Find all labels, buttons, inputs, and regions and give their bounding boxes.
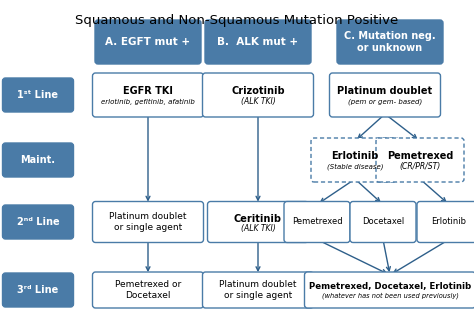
Text: Crizotinib: Crizotinib — [231, 86, 285, 96]
FancyBboxPatch shape — [304, 272, 474, 308]
FancyBboxPatch shape — [205, 20, 311, 64]
Text: 2ⁿᵈ Line: 2ⁿᵈ Line — [17, 217, 59, 227]
FancyBboxPatch shape — [208, 202, 309, 242]
FancyBboxPatch shape — [92, 272, 203, 308]
FancyBboxPatch shape — [337, 20, 443, 64]
FancyBboxPatch shape — [2, 205, 73, 239]
Text: C. Mutation neg.
or unknown: C. Mutation neg. or unknown — [344, 31, 436, 53]
Text: erlotinib, gefitinib, afatinib: erlotinib, gefitinib, afatinib — [101, 99, 195, 105]
Text: Pemetrexed, Docetaxel, Erlotinib: Pemetrexed, Docetaxel, Erlotinib — [309, 282, 471, 291]
FancyBboxPatch shape — [95, 20, 201, 64]
Text: Maint.: Maint. — [20, 155, 55, 165]
FancyBboxPatch shape — [202, 73, 313, 117]
FancyBboxPatch shape — [202, 272, 313, 308]
FancyBboxPatch shape — [350, 202, 416, 242]
FancyBboxPatch shape — [311, 138, 399, 182]
Text: (Stable disease): (Stable disease) — [327, 163, 383, 170]
Text: (CR/PR/ST): (CR/PR/ST) — [400, 162, 441, 171]
FancyBboxPatch shape — [284, 202, 350, 242]
Text: Ceritinib: Ceritinib — [234, 213, 282, 223]
FancyBboxPatch shape — [92, 202, 203, 242]
FancyBboxPatch shape — [376, 138, 464, 182]
Text: 3ʳᵈ Line: 3ʳᵈ Line — [18, 285, 59, 295]
Text: Pemetrexed: Pemetrexed — [387, 151, 453, 161]
Text: Platinum doublet
or single agent: Platinum doublet or single agent — [109, 212, 187, 232]
FancyBboxPatch shape — [2, 78, 73, 112]
Text: Platinum doublet: Platinum doublet — [337, 86, 433, 96]
Text: Erlotinib: Erlotinib — [431, 218, 466, 227]
FancyBboxPatch shape — [2, 143, 73, 177]
FancyBboxPatch shape — [92, 73, 203, 117]
FancyBboxPatch shape — [329, 73, 440, 117]
Text: (ALK TKI): (ALK TKI) — [241, 224, 275, 233]
Text: Docetaxel: Docetaxel — [362, 218, 404, 227]
Text: Erlotinib: Erlotinib — [331, 151, 379, 161]
Text: Pemetrexed or
Docetaxel: Pemetrexed or Docetaxel — [115, 280, 181, 300]
Text: (whatever has not been used previously): (whatever has not been used previously) — [321, 292, 458, 299]
Text: Squamous and Non-Squamous Mutation Positive: Squamous and Non-Squamous Mutation Posit… — [75, 14, 399, 27]
FancyBboxPatch shape — [2, 273, 73, 307]
FancyBboxPatch shape — [417, 202, 474, 242]
Text: Platinum doublet
or single agent: Platinum doublet or single agent — [219, 280, 297, 300]
Text: (ALK TKI): (ALK TKI) — [241, 97, 275, 106]
Text: (pem or gem- based): (pem or gem- based) — [348, 99, 422, 105]
Text: A. EGFT mut +: A. EGFT mut + — [105, 37, 191, 47]
Text: 1ˢᵗ Line: 1ˢᵗ Line — [18, 90, 58, 100]
Text: EGFR TKI: EGFR TKI — [123, 86, 173, 96]
Text: Pemetrexed: Pemetrexed — [292, 218, 342, 227]
Text: B.  ALK mut +: B. ALK mut + — [218, 37, 299, 47]
